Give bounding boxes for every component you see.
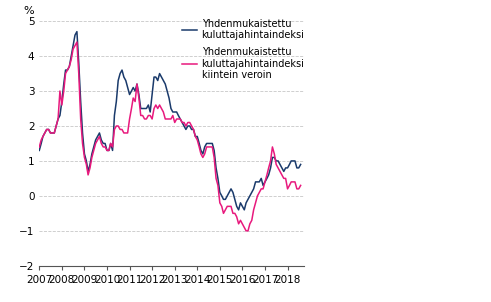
Y-axis label: %: % [24,6,34,16]
Legend: Yhdenmukaistettu
kuluttajahintaindeksi, Yhdenmukaistettu
kuluttajahintaindeksi
k: Yhdenmukaistettu kuluttajahintaindeksi, … [182,19,304,80]
Line: Yhdenmukaistettu
kuluttajahintaindeksi
kiintein veroin: Yhdenmukaistettu kuluttajahintaindeksi k… [39,42,300,231]
Line: Yhdenmukaistettu
kuluttajahintaindeksi: Yhdenmukaistettu kuluttajahintaindeksi [39,32,300,210]
